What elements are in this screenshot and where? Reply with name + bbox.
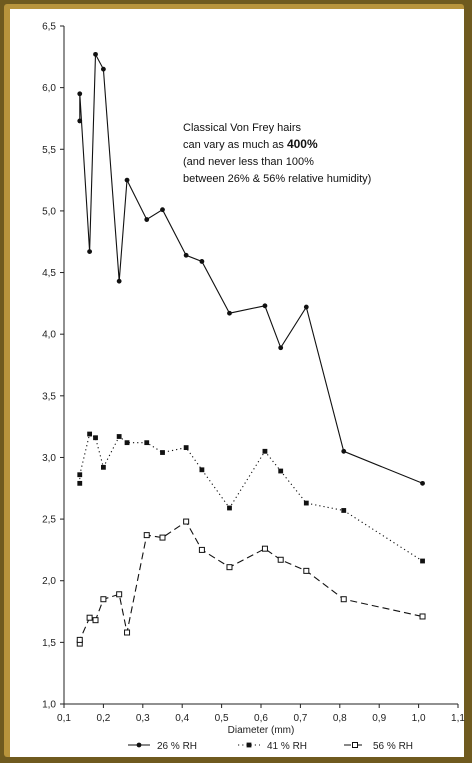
series-line bbox=[79, 520, 423, 644]
data-point bbox=[420, 480, 425, 486]
data-point bbox=[198, 546, 205, 553]
series-line bbox=[79, 433, 423, 562]
data-point bbox=[116, 278, 122, 284]
data-point bbox=[143, 532, 150, 539]
data-point bbox=[262, 448, 268, 454]
data-point bbox=[262, 303, 268, 309]
y-tick-label: 6,5 bbox=[42, 22, 56, 33]
data-point bbox=[160, 450, 165, 455]
annotation-line: (and never less than 100% bbox=[183, 156, 314, 168]
legend-marker bbox=[136, 742, 142, 748]
x-tick-label: 0,2 bbox=[96, 713, 110, 724]
data-point bbox=[124, 440, 130, 446]
x-tick-label: 0,9 bbox=[372, 713, 386, 724]
data-point bbox=[76, 636, 83, 643]
data-point bbox=[261, 545, 268, 552]
annotation-line: can vary as much as 400% bbox=[183, 137, 318, 151]
y-tick-label: 4,5 bbox=[42, 268, 56, 279]
x-tick-label: 0,6 bbox=[254, 713, 268, 724]
x-tick-label: 0,5 bbox=[215, 713, 229, 724]
data-point bbox=[303, 500, 309, 506]
data-point bbox=[183, 518, 190, 525]
data-point bbox=[420, 558, 425, 564]
x-axis-title: Diameter (mm) bbox=[228, 725, 295, 736]
data-point bbox=[124, 629, 131, 636]
y-tick-label: 3,5 bbox=[42, 391, 56, 402]
axes: 1,0 1,5 2,0 2,5 3,0 3,5 4,0 4,5 5,0 5,5 6,0 6,5 0,1 0… bbox=[42, 22, 465, 725]
x-tick-label: 0,4 bbox=[175, 713, 189, 724]
series-line bbox=[79, 52, 423, 484]
data-point bbox=[226, 564, 233, 571]
data-point bbox=[183, 252, 189, 258]
data-point bbox=[86, 614, 93, 621]
legend-marker bbox=[352, 742, 358, 748]
data-point bbox=[227, 310, 232, 316]
y-tick-label: 6,0 bbox=[42, 83, 56, 94]
data-point bbox=[124, 177, 130, 183]
legend-label: 41 % RH bbox=[267, 741, 307, 752]
y-tick-label: 5,0 bbox=[42, 206, 56, 217]
data-point bbox=[199, 467, 205, 473]
data-point bbox=[340, 596, 347, 603]
data-point bbox=[92, 617, 99, 624]
data-point bbox=[116, 591, 123, 598]
data-point bbox=[77, 472, 83, 478]
data-point bbox=[77, 480, 83, 486]
y-tick-label: 1,5 bbox=[42, 638, 56, 649]
data-point bbox=[100, 596, 107, 603]
x-tick-label: 0,3 bbox=[136, 713, 150, 724]
data-point bbox=[144, 217, 150, 222]
series-2 bbox=[76, 518, 426, 647]
data-point bbox=[144, 440, 150, 446]
annotation: Classical Von Frey hairs can vary as much… bbox=[183, 122, 371, 185]
annotation-emphasis: 400% bbox=[287, 137, 318, 151]
data-point bbox=[160, 207, 165, 213]
x-tick-label: 1,1 bbox=[451, 713, 465, 724]
annotation-line: between 26% & 56% relative humidity) bbox=[183, 173, 371, 185]
series-1 bbox=[77, 431, 425, 564]
legend-marker bbox=[246, 742, 252, 748]
legend-label: 56 % RH bbox=[373, 741, 413, 752]
x-tick-label: 0,1 bbox=[57, 713, 71, 724]
data-point bbox=[341, 508, 347, 513]
legend-label: 26 % RH bbox=[157, 741, 197, 752]
y-tick-label: 2,0 bbox=[42, 576, 56, 587]
legend: 26 % RH 41 % RH 56 % RH bbox=[128, 741, 413, 752]
series-0 bbox=[77, 51, 425, 486]
data-point bbox=[277, 556, 284, 563]
data-point bbox=[278, 468, 284, 474]
annotation-line: Classical Von Frey hairs bbox=[183, 122, 301, 134]
series-layer bbox=[76, 51, 426, 647]
data-point bbox=[101, 464, 106, 470]
data-point bbox=[199, 259, 205, 264]
data-point bbox=[303, 304, 309, 310]
data-point bbox=[77, 118, 83, 124]
data-point bbox=[183, 445, 189, 450]
data-point bbox=[93, 51, 98, 57]
x-tick-label: 0,8 bbox=[333, 713, 347, 724]
y-tick-label: 2,5 bbox=[42, 515, 56, 526]
data-point bbox=[278, 345, 284, 351]
data-point bbox=[116, 434, 122, 439]
y-tick-label: 4,0 bbox=[42, 330, 56, 341]
x-tick-label: 0,7 bbox=[293, 713, 307, 724]
data-point bbox=[87, 431, 93, 437]
data-point bbox=[87, 249, 93, 254]
data-point bbox=[101, 66, 106, 72]
data-point bbox=[227, 505, 232, 511]
y-tick-label: 3,0 bbox=[42, 453, 56, 464]
data-point bbox=[419, 613, 426, 620]
data-point bbox=[77, 91, 83, 97]
data-point bbox=[159, 534, 166, 541]
y-tick-label: 5,5 bbox=[42, 145, 56, 156]
chart-paper bbox=[10, 9, 464, 757]
data-point bbox=[93, 435, 98, 441]
data-point bbox=[303, 567, 310, 574]
y-tick-label: 1,0 bbox=[42, 700, 56, 711]
data-point bbox=[341, 448, 347, 454]
x-tick-label: 1,0 bbox=[412, 713, 426, 724]
